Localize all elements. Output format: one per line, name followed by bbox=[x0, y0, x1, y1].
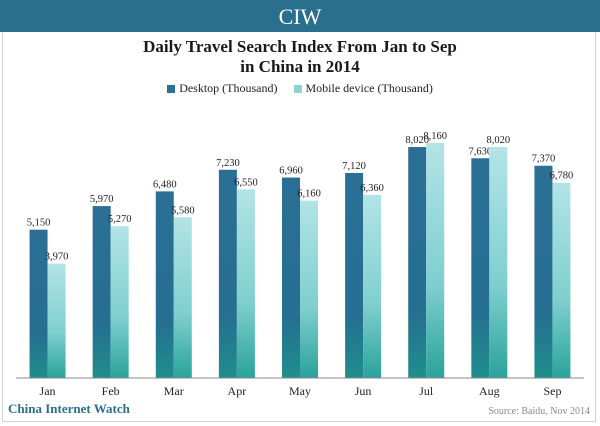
data-label-desktop-apr: 7,230 bbox=[216, 158, 240, 169]
bar-desktop-jan bbox=[29, 229, 48, 378]
x-tick-apr: Apr bbox=[228, 384, 247, 398]
bar-mobile-jan bbox=[47, 263, 66, 378]
bar-mobile-jul bbox=[426, 142, 445, 378]
data-label-desktop-may: 6,960 bbox=[279, 166, 303, 177]
x-tick-jun: Jun bbox=[355, 384, 372, 398]
x-tick-aug: Aug bbox=[479, 384, 500, 398]
data-label-mobile-mar: 5,580 bbox=[171, 205, 195, 216]
data-label-mobile-sep: 6,780 bbox=[550, 171, 574, 182]
data-label-desktop-feb: 5,970 bbox=[90, 194, 114, 205]
bar-desktop-may bbox=[282, 177, 300, 378]
x-tick-jan: Jan bbox=[40, 384, 56, 398]
legend-swatch-desktop bbox=[167, 84, 176, 93]
x-tick-may: May bbox=[289, 384, 311, 398]
data-label-mobile-jan: 3,970 bbox=[45, 252, 69, 263]
legend-item-desktop: Desktop (Thousand) bbox=[167, 81, 278, 96]
data-label-desktop-aug: 7,630 bbox=[469, 146, 493, 157]
data-label-desktop-sep: 7,370 bbox=[532, 154, 556, 165]
data-label-desktop-jul: 8,020 bbox=[405, 135, 429, 146]
data-label-mobile-feb: 5,270 bbox=[108, 214, 132, 225]
bar-desktop-apr bbox=[218, 169, 237, 378]
x-tick-sep: Sep bbox=[543, 384, 561, 398]
bar-desktop-jun bbox=[345, 172, 364, 378]
data-label-desktop-jun: 7,120 bbox=[342, 161, 366, 172]
ciw-logo: CIW bbox=[270, 2, 330, 32]
bar-mobile-feb bbox=[110, 226, 129, 378]
bar-desktop-sep bbox=[534, 165, 553, 378]
source-note: Source: Baidu, Nov 2014 bbox=[488, 406, 590, 417]
bar-desktop-mar bbox=[155, 191, 174, 378]
chart-title-line1: Daily Travel Search Index From Jan to Se… bbox=[143, 37, 457, 56]
data-label-mobile-may: 6,160 bbox=[297, 189, 321, 200]
chart-title: Daily Travel Search Index From Jan to Se… bbox=[0, 37, 600, 77]
chart-legend: Desktop (Thousand) Mobile device (Thousa… bbox=[0, 81, 600, 96]
data-label-mobile-jun: 6,360 bbox=[360, 183, 384, 194]
bar-mobile-mar bbox=[173, 217, 192, 378]
data-label-mobile-apr: 6,550 bbox=[234, 177, 258, 188]
bar-desktop-jul bbox=[408, 147, 427, 378]
bar-mobile-aug bbox=[489, 147, 508, 378]
legend-swatch-mobile bbox=[293, 84, 302, 93]
brand-name: China Internet Watch bbox=[8, 401, 130, 416]
bar-desktop-aug bbox=[471, 158, 490, 378]
legend-label-mobile: Mobile device (Thousand) bbox=[305, 81, 433, 95]
bar-mobile-apr bbox=[236, 189, 255, 378]
data-label-desktop-jan: 5,150 bbox=[27, 218, 51, 229]
x-tick-mar: Mar bbox=[164, 384, 184, 398]
data-label-mobile-jul: 8,160 bbox=[423, 131, 447, 142]
chart-title-line2: in China in 2014 bbox=[240, 57, 360, 76]
x-tick-jul: Jul bbox=[419, 384, 434, 398]
legend-label-desktop: Desktop (Thousand) bbox=[179, 81, 278, 95]
bar-mobile-sep bbox=[552, 182, 571, 378]
bar-desktop-feb bbox=[92, 206, 111, 378]
data-label-mobile-aug: 8,020 bbox=[487, 135, 511, 146]
legend-item-mobile: Mobile device (Thousand) bbox=[293, 81, 433, 96]
x-tick-feb: Feb bbox=[102, 384, 120, 398]
bar-mobile-may bbox=[300, 200, 318, 378]
bar-mobile-jun bbox=[363, 194, 382, 378]
data-label-desktop-mar: 6,480 bbox=[153, 179, 177, 190]
